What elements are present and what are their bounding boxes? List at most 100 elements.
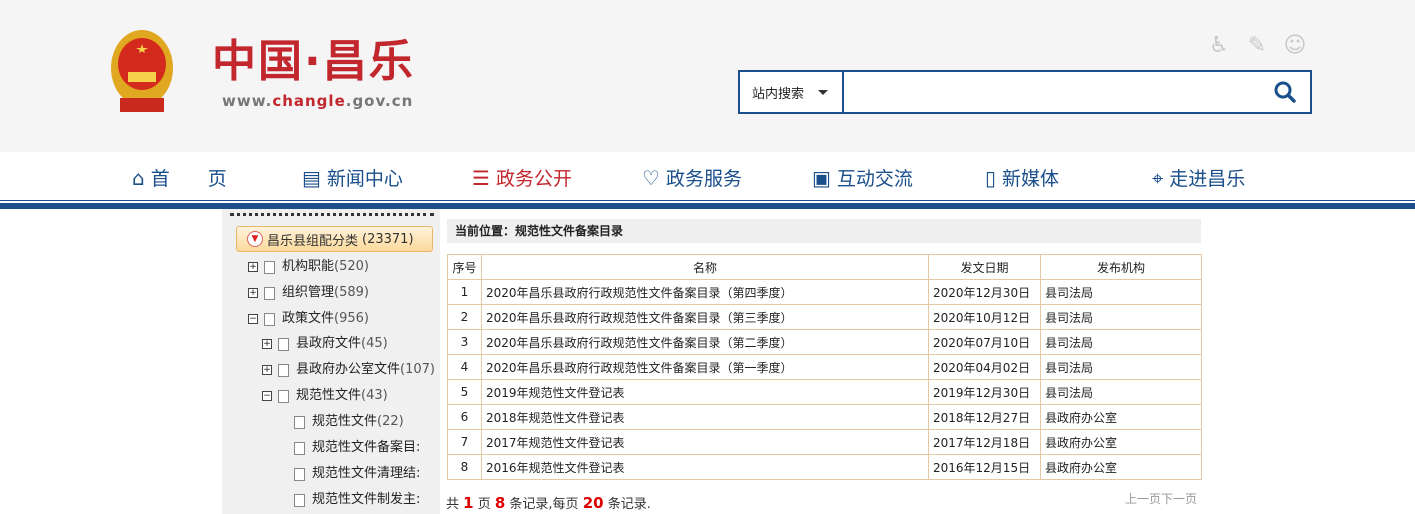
site-url: www.changle.gov.cn [222,92,414,110]
tree-node[interactable]: − 规范性文件 (43) [262,388,388,403]
table-row: 7 2017年规范性文件登记表 2017年12月18日 县政府办公室 [447,429,1202,455]
nav-news[interactable]: ▤ 新闻中心 [302,165,403,191]
expand-icon[interactable]: + [262,339,272,349]
row-index: 1 [447,279,482,305]
divider [0,200,1415,201]
publisher: 县政府办公室 [1040,429,1202,455]
tree-node[interactable]: + 县政府文件 (45) [262,336,388,351]
row-index: 3 [447,329,482,355]
tree-node[interactable]: + 机构职能 (520) [248,259,369,274]
row-index: 6 [447,404,482,430]
search-scope-select[interactable]: 站内搜索 [740,72,844,112]
nav-interaction[interactable]: ▣ 互动交流 [812,165,913,191]
expand-icon[interactable]: + [262,365,272,375]
document-title-link[interactable]: 2018年规范性文件登记表 [481,404,929,430]
category-tree: ▼ 昌乐县组配分类 (23371) + 机构职能 (520) + 组织管理 (589) − 政… [222,209,440,514]
issue-date: 2020年04月02日 [928,354,1041,380]
breadcrumb: 当前位置：规范性文件备案目录 [447,219,1201,243]
document-title-link[interactable]: 2016年规范性文件登记表 [481,454,929,480]
publisher: 县司法局 [1040,379,1202,405]
document-icon [278,389,289,403]
column-header: 发文日期 [928,254,1041,280]
tree-node[interactable]: 规范性文件清理结: [294,466,420,482]
table-row: 4 2020年昌乐县政府行政规范性文件备案目录（第一季度） 2020年04月02日县… [447,354,1202,380]
heart-icon: ♡ [642,165,660,190]
main-nav: ⌂ 首 页 ▤ 新闻中心 ☰ 政务公开 ♡ 政务服务 ▣ 互动交流 ▯ 新媒体 ⌖ 走进昌乐 [0,152,1415,200]
collapse-icon: ▼ [247,231,263,247]
table-row: 2 2020年昌乐县政府行政规范性文件备案目录（第三季度） 2020年10月12日县… [447,304,1202,330]
column-header: 名称 [481,254,929,280]
site-logo-text[interactable]: 中国·昌乐 [212,36,415,87]
newspaper-icon: ▤ [302,165,321,190]
open-icon: ☰ [472,165,490,190]
document-title-link[interactable]: 2017年规范性文件登记表 [481,429,929,455]
issue-date: 2016年12月15日 [928,454,1041,480]
document-icon [294,467,305,481]
national-emblem-icon [111,30,173,112]
issue-date: 2020年12月30日 [928,279,1041,305]
publisher: 县政府办公室 [1040,404,1202,430]
publisher: 县政府办公室 [1040,454,1202,480]
document-title-link[interactable]: 2020年昌乐县政府行政规范性文件备案目录（第一季度） [481,354,929,380]
prev-page-link[interactable]: 上一页 [1125,492,1162,506]
record-summary: 共 1 页 8 条记录,每页 20 条记录. [446,494,651,512]
nav-gov-services[interactable]: ♡ 政务服务 [642,165,742,191]
document-icon [264,260,275,274]
table-row: 1 2020年昌乐县政府行政规范性文件备案目录（第四季度） 2020年12月30日县… [447,279,1202,305]
document-title-link[interactable]: 2020年昌乐县政府行政规范性文件备案目录（第四季度） [481,279,929,305]
row-index: 7 [447,429,482,455]
collapse-icon[interactable]: − [262,391,272,401]
chevron-down-icon [818,89,829,100]
document-title-link[interactable]: 2020年昌乐县政府行政规范性文件备案目录（第三季度） [481,304,929,330]
tree-node[interactable]: + 县政府办公室文件 (107) [262,362,435,377]
divider [230,213,434,216]
tree-node[interactable]: 规范性文件 (22) [294,414,404,430]
document-title-link[interactable]: 2020年昌乐县政府行政规范性文件备案目录（第二季度） [481,329,929,355]
divider [0,203,1415,209]
nav-home[interactable]: ⌂ 首 页 [132,165,227,191]
table-row: 5 2019年规范性文件登记表 2019年12月30日 县司法局 [447,379,1202,405]
publisher: 县司法局 [1040,354,1202,380]
chat-icon: ▣ [812,165,831,190]
document-icon [264,286,275,300]
nav-about[interactable]: ⌖ 走进昌乐 [1152,165,1246,191]
issue-date: 2017年12月18日 [928,429,1041,455]
search-bar: 站内搜索 [738,70,1312,114]
document-icon [278,337,289,351]
issue-date: 2020年07月10日 [928,329,1041,355]
header: 中国·昌乐 www.changle.gov.cn ♿ ✎ ☺ 站内搜索 [0,0,1415,152]
row-index: 5 [447,379,482,405]
robot-icon[interactable]: ☺ [1283,33,1307,58]
document-title-link[interactable]: 2019年规范性文件登记表 [481,379,929,405]
issue-date: 2018年12月27日 [928,404,1041,430]
nav-gov-affairs-open[interactable]: ☰ 政务公开 [472,165,572,191]
issue-date: 2019年12月30日 [928,379,1041,405]
row-index: 2 [447,304,482,330]
tree-root[interactable]: ▼ 昌乐县组配分类 (23371) [236,226,433,252]
search-input[interactable] [844,72,1260,112]
phone-icon: ▯ [985,165,997,190]
collapse-icon[interactable]: − [248,314,258,324]
search-icon [1274,81,1296,103]
next-page-link[interactable]: 下一页 [1161,492,1198,506]
pager: 上一页下一页 [1125,492,1197,506]
expand-icon[interactable]: + [248,262,258,272]
table-row: 3 2020年昌乐县政府行政规范性文件备案目录（第二季度） 2020年07月10日县… [447,329,1202,355]
tree-node[interactable]: − 政策文件 (956) [248,311,369,326]
tree-node[interactable]: 规范性文件制发主: [294,492,420,508]
column-header: 序号 [447,254,482,280]
document-icon [278,363,289,377]
accessibility-icon[interactable]: ♿ [1209,33,1229,58]
document-icon [264,312,275,326]
table-row: 8 2016年规范性文件登记表 2016年12月15日 县政府办公室 [447,454,1202,480]
row-index: 8 [447,454,482,480]
search-button[interactable] [1260,72,1310,112]
document-icon [294,415,305,429]
nav-new-media[interactable]: ▯ 新媒体 [985,165,1060,191]
expand-icon[interactable]: + [248,288,258,298]
publisher: 县司法局 [1040,329,1202,355]
tree-node[interactable]: + 组织管理 (589) [248,285,369,300]
feedback-icon[interactable]: ✎ [1247,33,1267,58]
tree-node[interactable]: 规范性文件备案目: [294,440,420,456]
column-header: 发布机构 [1040,254,1202,280]
